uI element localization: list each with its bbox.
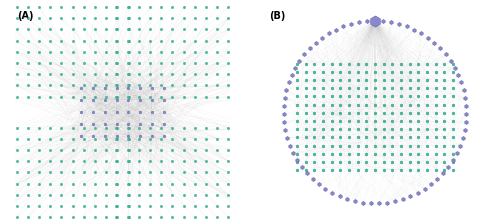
Text: (A): (A) [17, 11, 34, 21]
Text: (B): (B) [270, 11, 285, 21]
